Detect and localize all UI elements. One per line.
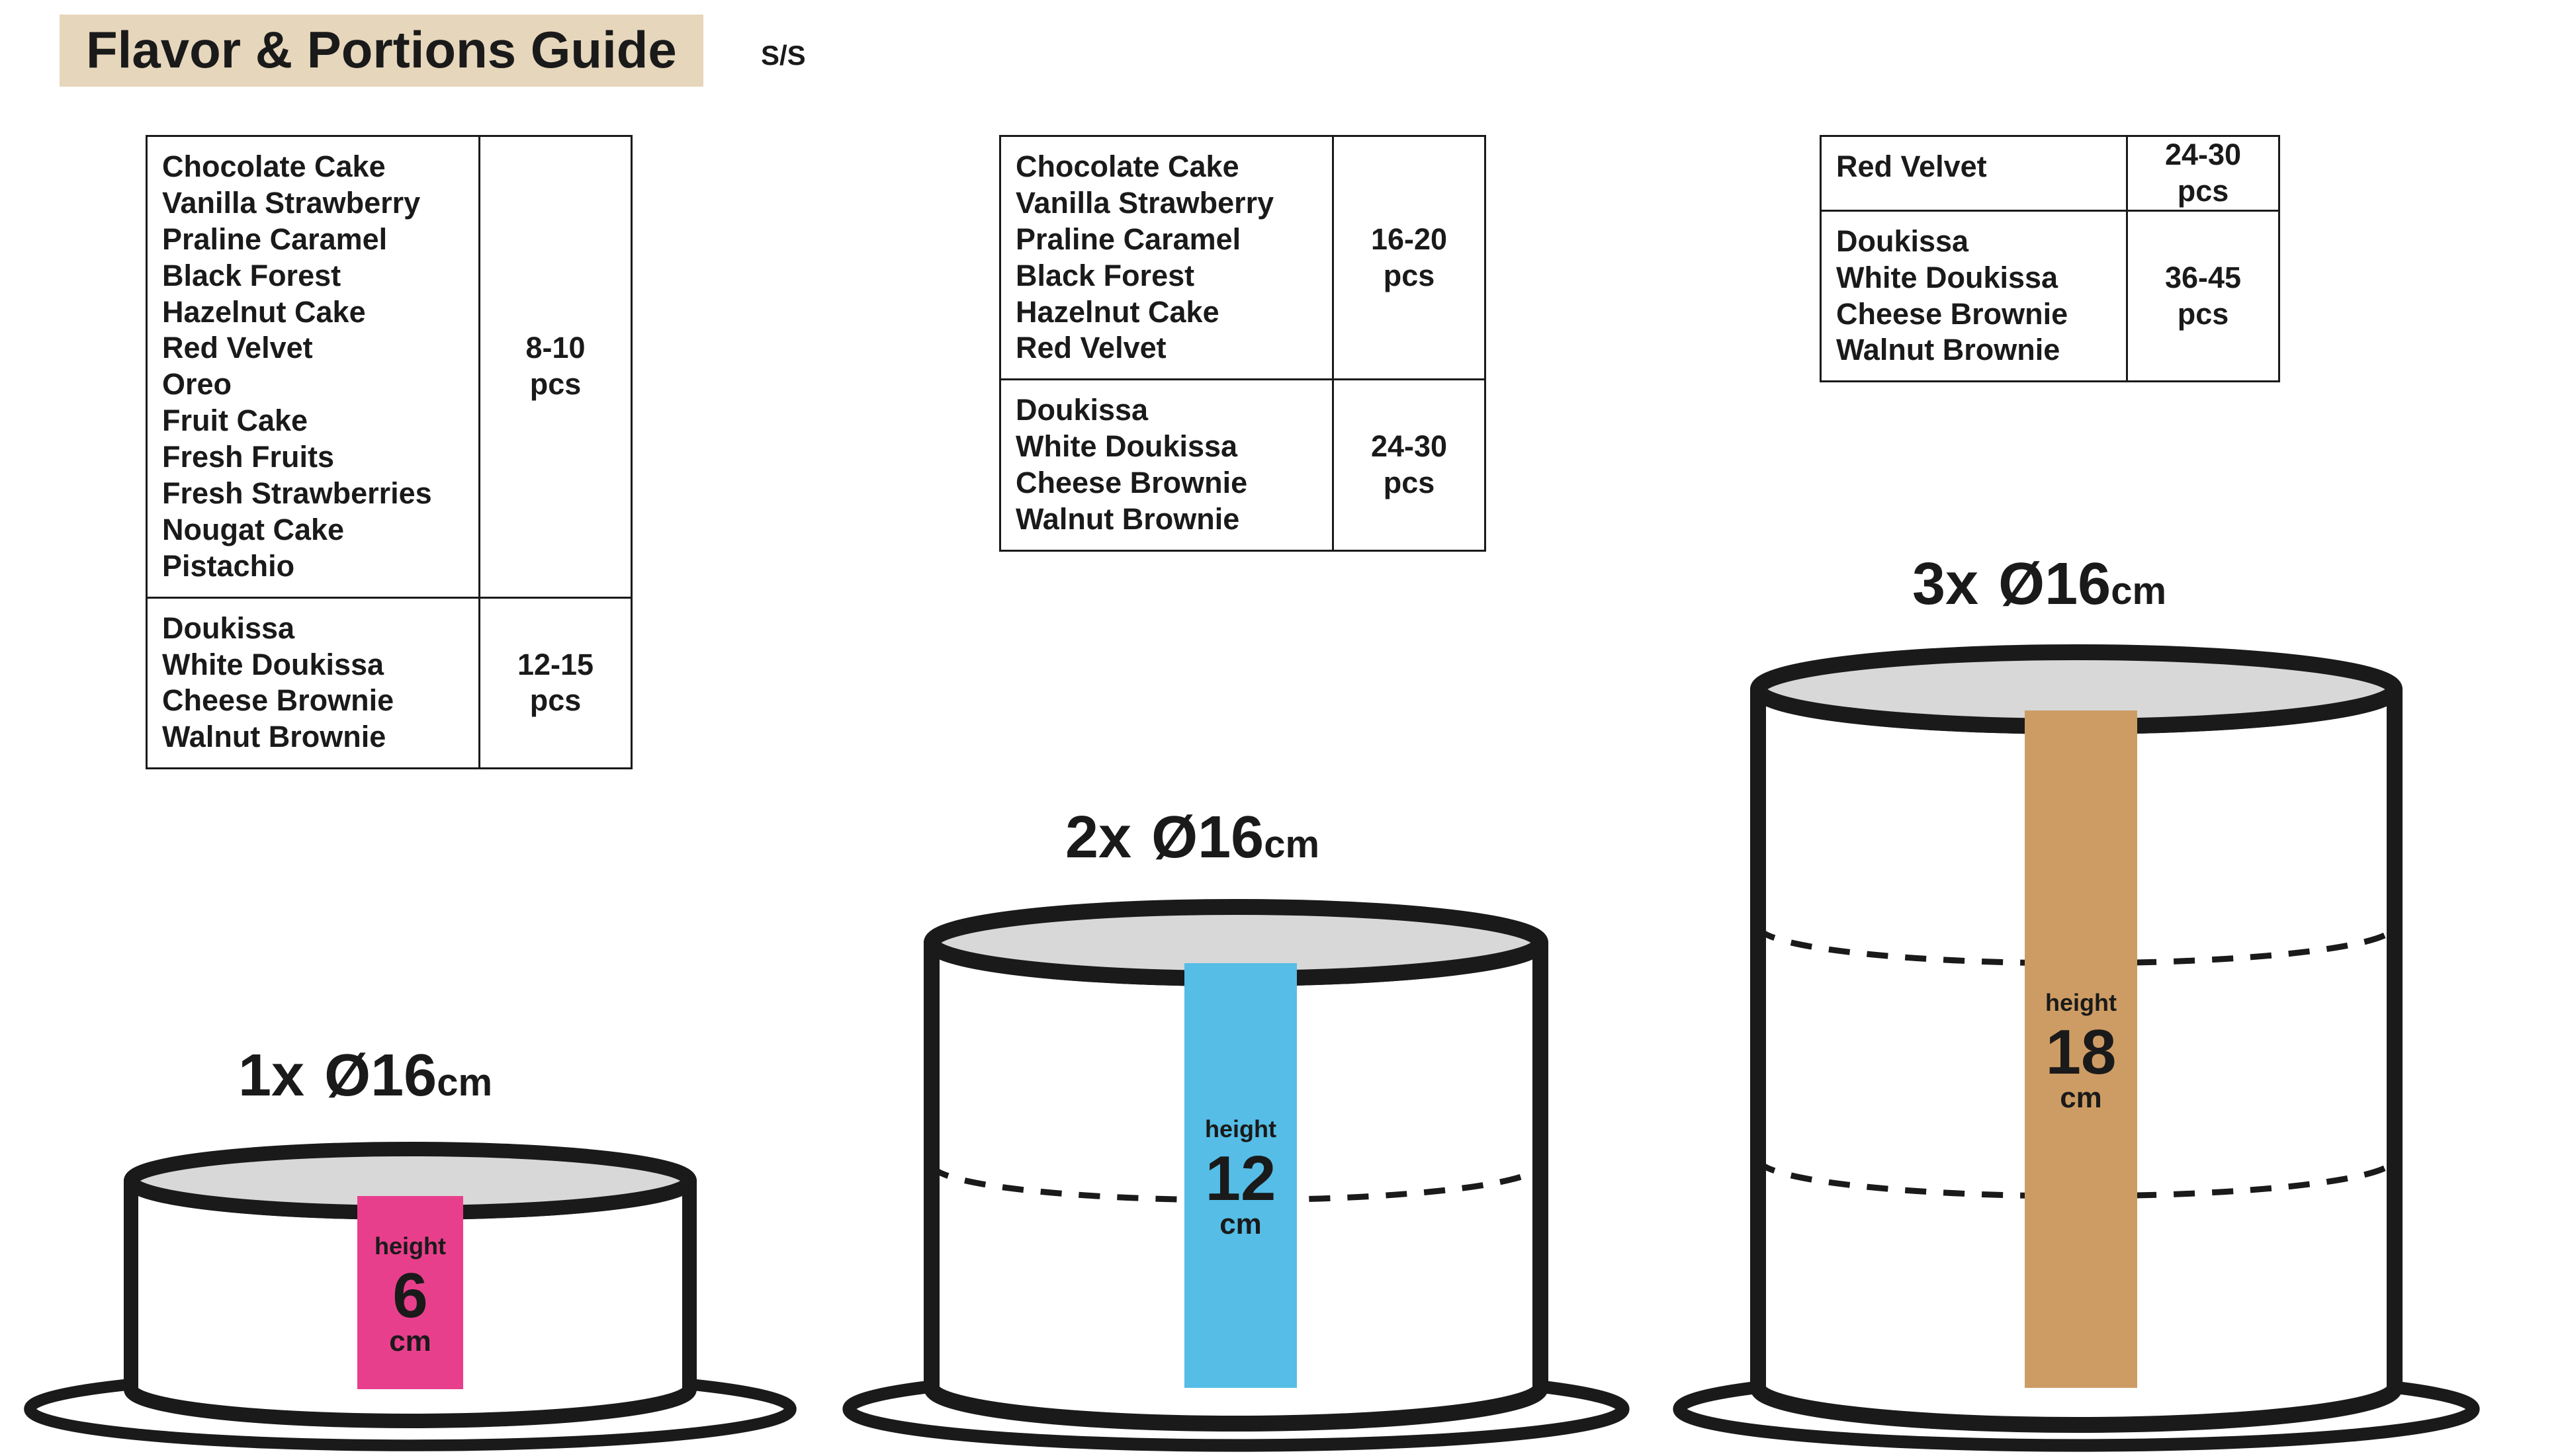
table-row: DoukissaWhite DoukissaCheese BrownieWaln… — [1001, 378, 1484, 550]
cake-height-band: height 18cm — [2025, 710, 2137, 1388]
flavor-list: Red Velvet — [1822, 137, 2126, 210]
cake-diameter: Ø16 — [324, 1043, 437, 1109]
table-row: Chocolate CakeVanilla StrawberryPraline … — [1001, 137, 1484, 378]
height-label: height — [2045, 989, 2117, 1017]
flavor-list: DoukissaWhite DoukissaCheese BrownieWaln… — [1001, 380, 1332, 550]
cake-diameter-unit: cm — [2111, 570, 2166, 613]
cake-size-label: 1x Ø16cm — [238, 1042, 492, 1110]
height-value: 12 — [1206, 1147, 1276, 1211]
height-label: height — [375, 1232, 446, 1260]
cake-height-band: height 6cm — [357, 1196, 463, 1389]
cake-size-label: 3x Ø16cm — [1912, 550, 2166, 619]
flavor-list: DoukissaWhite DoukissaCheese BrownieWaln… — [148, 599, 478, 768]
portion-count: 36-45pcs — [2126, 212, 2278, 381]
cake-size-label: 2x Ø16cm — [1065, 804, 1319, 872]
height-label: height — [1205, 1115, 1276, 1143]
portion-count: 24-30pcs — [1332, 380, 1484, 550]
cake-diameter: Ø16 — [1151, 804, 1264, 871]
height-value: 6 — [392, 1264, 427, 1328]
flavor-list: Chocolate CakeVanilla StrawberryPraline … — [1001, 137, 1332, 378]
table-row: DoukissaWhite DoukissaCheese BrownieWaln… — [148, 597, 631, 768]
height-unit: cm — [1219, 1208, 1262, 1241]
table-row: Red Velvet24-30pcs — [1822, 137, 2278, 210]
height-unit: cm — [2060, 1082, 2102, 1115]
table-row: DoukissaWhite DoukissaCheese BrownieWaln… — [1822, 210, 2278, 381]
cake-diameter-unit: cm — [437, 1061, 492, 1104]
height-value: 18 — [2046, 1021, 2117, 1084]
flavor-list: Chocolate CakeVanilla StrawberryPraline … — [148, 137, 478, 597]
flavor-table: Chocolate CakeVanilla StrawberryPraline … — [146, 135, 633, 769]
cake-diameter-unit: cm — [1264, 823, 1319, 866]
cake-diameter: Ø16 — [1998, 551, 2111, 617]
portion-count: 8-10pcs — [478, 137, 631, 597]
flavor-list: DoukissaWhite DoukissaCheese BrownieWaln… — [1822, 212, 2126, 381]
cake-height-band: height 12cm — [1184, 963, 1297, 1388]
cake-multiplier: 1x — [238, 1043, 304, 1109]
portion-count: 24-30pcs — [2126, 137, 2278, 210]
page-title: Flavor & Portions Guide — [60, 15, 703, 87]
cake-multiplier: 2x — [1065, 804, 1131, 871]
portion-count: 12-15pcs — [478, 599, 631, 768]
cake-multiplier: 3x — [1912, 551, 1978, 617]
page-subtitle: S/S — [761, 40, 806, 71]
height-unit: cm — [389, 1325, 431, 1358]
table-row: Chocolate CakeVanilla StrawberryPraline … — [148, 137, 631, 597]
flavor-table: Chocolate CakeVanilla StrawberryPraline … — [999, 135, 1486, 552]
portion-count: 16-20pcs — [1332, 137, 1484, 378]
flavor-table: Red Velvet24-30pcsDoukissaWhite Doukissa… — [1820, 135, 2280, 382]
